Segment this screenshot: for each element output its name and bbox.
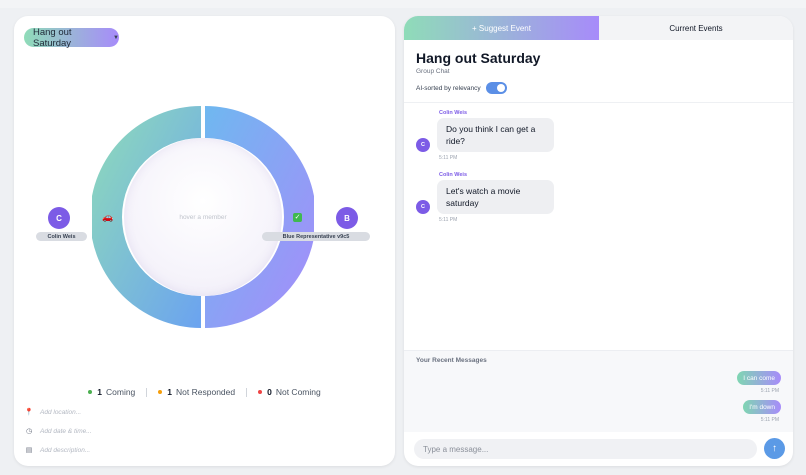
message-bubble: Do you think I can get a ride? (437, 118, 554, 152)
not-responded-count: 1 (167, 387, 173, 397)
clock-icon: ◷ (25, 428, 33, 435)
attendance-ring: hover a member (92, 106, 314, 328)
not-coming-label: Not Coming (275, 387, 321, 397)
add-location-text: Add location... (40, 408, 82, 416)
event-selector[interactable]: Hang out Saturday ▼ (24, 26, 119, 49)
not-coming-count: 0 (267, 387, 272, 397)
event-overview-panel: Hang out Saturday ▼ hover a member (14, 16, 395, 466)
attendance-ring-graphic (92, 106, 314, 328)
message-text-line: ride? (446, 136, 465, 146)
message-sender: Colin Weis (439, 110, 468, 116)
ring-segment-blue-representative[interactable] (205, 106, 314, 328)
not-coming-dot-icon (258, 390, 263, 394)
summary-not-coming: 0 Not Coming (258, 387, 321, 397)
coming-dot-icon (88, 390, 93, 394)
send-button[interactable]: ↑ (764, 438, 785, 459)
arrow-up-icon: ↑ (772, 443, 777, 454)
check-icon: ✓ (293, 213, 302, 222)
message-avatar: C (416, 138, 430, 152)
message-text-line: Do you think I can get a (446, 124, 536, 134)
add-description-text: Add description... (40, 446, 91, 454)
ai-sort-label: AI-sorted by relevancy (416, 84, 481, 92)
add-location-field[interactable]: 📍 Add location... (24, 408, 82, 417)
panel-tabs: + Suggest Event Current Events (404, 16, 793, 40)
message-text-line: saturday (446, 198, 479, 208)
header-divider (404, 102, 793, 103)
note-icon: ▤ (25, 447, 33, 454)
pin-icon: 📍 (24, 409, 34, 416)
event-selector-label: Hang out Saturday (33, 26, 72, 49)
chevron-down-icon: ▼ (113, 34, 119, 41)
recent-message-time: 5:11 PM (760, 388, 779, 394)
tab-suggest-event[interactable]: + Suggest Event (404, 16, 599, 40)
recent-messages: Your Recent Messages I can come 5:11 PM … (404, 350, 793, 432)
recent-message-time: 5:11 PM (760, 417, 779, 423)
ring-segment-colin[interactable] (92, 106, 201, 328)
chat-subtitle: Group Chat (416, 68, 450, 75)
summary-divider (146, 387, 148, 397)
ring-center-hint: hover a member (179, 213, 227, 221)
recent-message-bubble[interactable]: I can come (737, 371, 781, 385)
top-strip (0, 0, 806, 8)
message-text-line: Let's watch a movie (446, 186, 521, 196)
add-datetime-text: Add date & time... (40, 427, 92, 435)
add-description-field[interactable]: ▤ Add description... (24, 446, 91, 455)
ring-center: hover a member (124, 138, 282, 296)
coming-label: Coming (106, 387, 136, 397)
member-initial: C (56, 213, 62, 223)
message-bubble: Let's watch a movie saturday (437, 180, 554, 214)
message-time: 5:11 PM (439, 217, 458, 223)
message-avatar-initial: C (421, 142, 425, 148)
summary-coming: 1 Coming (88, 387, 135, 397)
message-avatar-initial: C (421, 204, 425, 210)
chat-panel: + Suggest Event Current Events Hang out … (404, 16, 793, 466)
member-label-blue-representative: Blue Representative v9c5 (262, 232, 370, 241)
ai-sort-toggle[interactable] (485, 82, 507, 94)
member-label-colin: Colin Weis (36, 232, 87, 241)
recent-messages-title: Your Recent Messages (416, 357, 487, 364)
recent-message-bubble[interactable]: I'm down (743, 400, 781, 414)
member-avatar-blue-representative[interactable]: B (336, 207, 358, 229)
chat-title: Hang out Saturday (416, 50, 541, 66)
message-sender: Colin Weis (439, 172, 468, 178)
add-datetime-field[interactable]: ◷ Add date & time... (24, 427, 92, 436)
attendance-summary: 1 Coming 1 Not Responded 0 Not Coming (14, 387, 395, 397)
tab-current-events[interactable]: Current Events (599, 16, 793, 40)
ai-sort-row: AI-sorted by relevancy (416, 82, 507, 94)
coming-count: 1 (97, 387, 102, 397)
car-icon: 🚗 (102, 212, 114, 222)
summary-divider (246, 387, 248, 397)
message-input[interactable] (414, 439, 757, 459)
message-time: 5:11 PM (439, 155, 458, 161)
not-responded-label: Not Responded (176, 387, 236, 397)
toggle-knob (496, 84, 505, 92)
member-avatar-colin[interactable]: C (48, 207, 70, 229)
message-avatar: C (416, 200, 430, 214)
member-name: Blue Representative v9c5 (282, 233, 350, 240)
summary-not-responded: 1 Not Responded (158, 387, 235, 397)
member-name: Colin Weis (47, 233, 76, 240)
member-initial: B (344, 213, 350, 223)
not-responded-dot-icon (158, 390, 163, 394)
